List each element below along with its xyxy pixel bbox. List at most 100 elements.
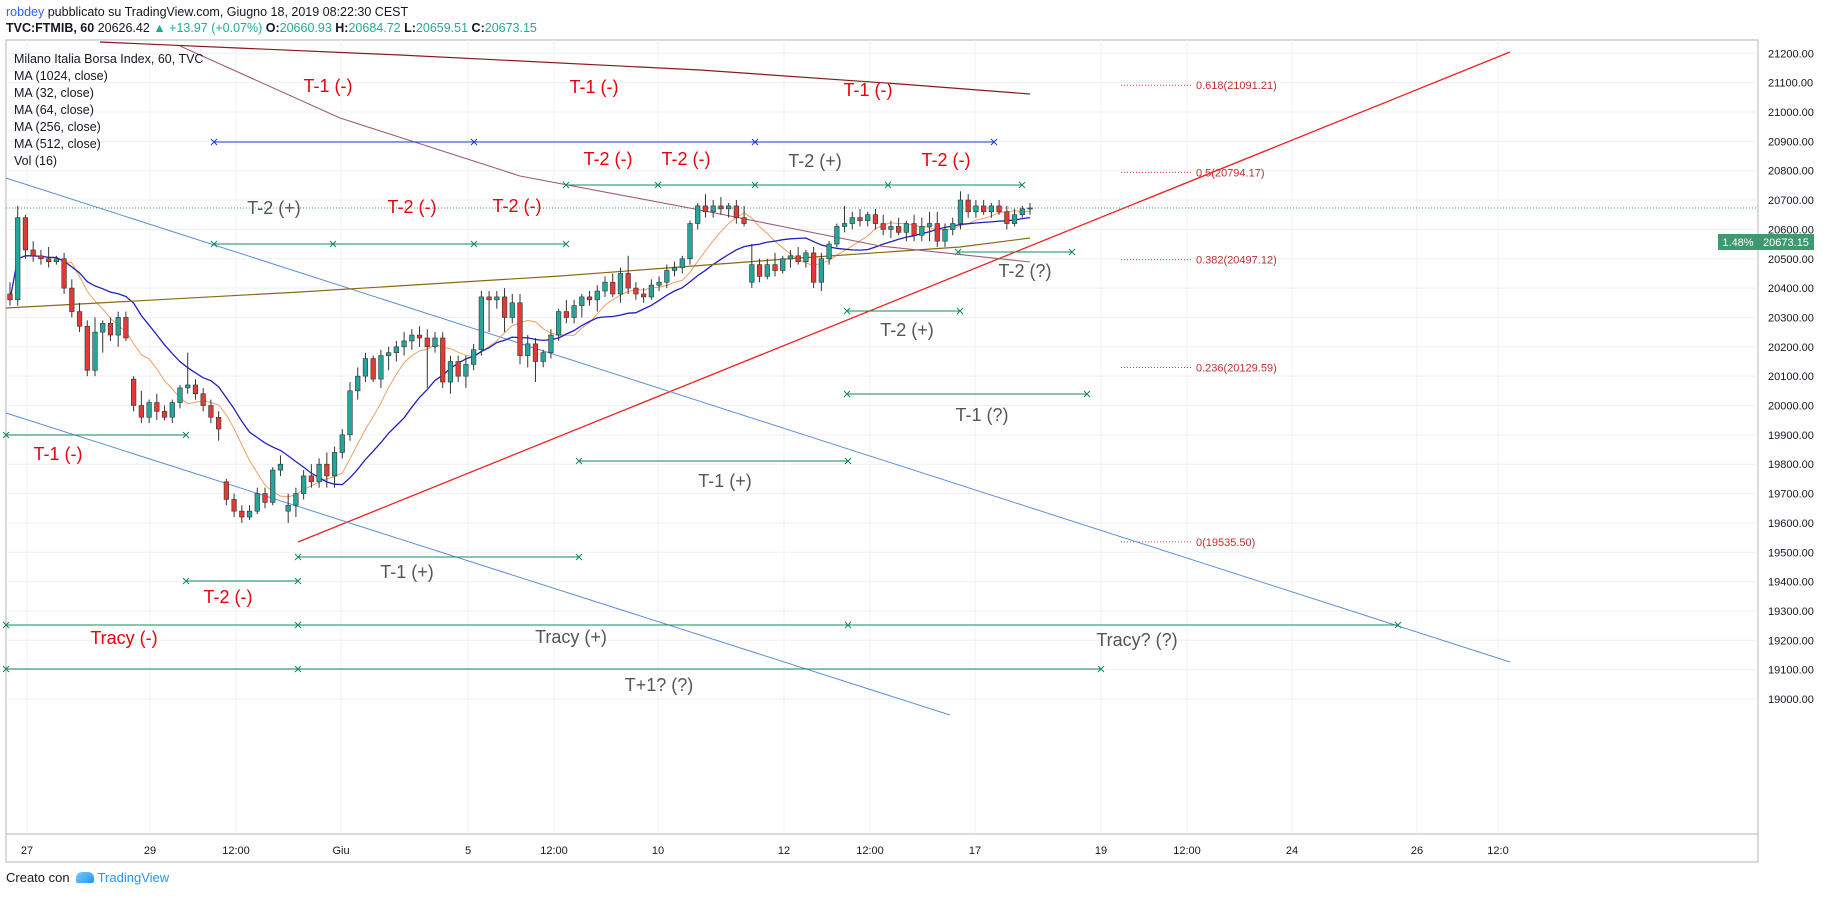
candle-body — [826, 243, 832, 260]
price-tick-label: 20600.00 — [1768, 224, 1814, 236]
fib-level-label: 0(19535.50) — [1196, 537, 1255, 549]
candles — [7, 191, 1033, 523]
cycle-label: T-2 (+) — [880, 320, 934, 340]
indicator-legend: Milano Italia Borsa Index, 60, TVC MA (1… — [14, 52, 203, 168]
cycle-arrow-tick — [2, 665, 10, 673]
footer-brand[interactable]: TradingView — [97, 870, 170, 885]
candle-body — [803, 252, 809, 262]
channel-upper-line — [5, 177, 1511, 663]
price-tick-label: 20400.00 — [1768, 283, 1814, 295]
candle-body — [610, 281, 616, 295]
candle-body — [540, 352, 546, 362]
cycle-label: T-2 (-) — [584, 149, 633, 169]
candle-body — [355, 375, 361, 392]
price-tick-label: 20200.00 — [1768, 342, 1814, 354]
candle-body — [262, 493, 268, 503]
candle-body — [841, 223, 848, 227]
low-label: L: — [404, 21, 416, 35]
candle-body — [76, 311, 83, 327]
candle-body — [293, 493, 299, 506]
candle-body — [726, 205, 732, 210]
cycle-label: T-2 (-) — [922, 150, 971, 170]
cycle-arrow-tick — [329, 240, 337, 248]
candle-body — [301, 475, 307, 494]
candle-body — [896, 226, 902, 233]
candle-body — [602, 281, 608, 292]
candle-body — [919, 226, 925, 236]
candle-body — [671, 267, 678, 271]
candle-body — [818, 258, 824, 283]
candle-body — [362, 358, 369, 377]
candle-body — [185, 384, 191, 389]
candle-body — [973, 205, 979, 213]
cycle-label: T-2 (+) — [247, 198, 301, 218]
price-tick-label: 21100.00 — [1768, 78, 1813, 90]
time-tick-label: 29 — [144, 845, 156, 857]
time-tick-label: 12:0 — [1487, 845, 1508, 857]
candle-body — [664, 270, 670, 283]
cycle-arrow-tick — [182, 577, 190, 585]
time-tick-label: 5 — [465, 845, 471, 857]
moving-averages — [5, 41, 1031, 498]
time-tick-label: 10 — [652, 845, 664, 857]
candle-body — [277, 463, 284, 471]
time-axis[interactable]: 27 29 12:00 Giu 5 12:00 10 12 12:00 17 19 12:00 24 26… — [21, 845, 1509, 857]
cycle-arrow-tick — [843, 390, 851, 398]
candle-body — [22, 217, 29, 251]
candle-body — [254, 493, 260, 512]
author-link[interactable]: robdey — [6, 5, 45, 19]
candle-body — [772, 264, 778, 271]
uptrend-line — [297, 51, 1511, 543]
cycle-arrow-tick — [2, 431, 10, 439]
candle-body — [223, 481, 229, 500]
candle-body — [455, 361, 461, 377]
candle-body — [695, 205, 701, 224]
candle-body — [478, 296, 484, 351]
candle-body — [888, 226, 894, 230]
candle-body — [61, 258, 67, 289]
candle-body — [494, 296, 500, 301]
cycle-label: T-1 (-) — [570, 77, 619, 97]
cycle-arrow-tick — [1083, 390, 1091, 398]
cycle-arrow-tick — [294, 577, 302, 585]
cycle-arrow-tick — [1018, 181, 1026, 189]
cycle-label: T-2 (-) — [388, 197, 437, 217]
time-tick-label: 12:00 — [540, 845, 568, 857]
candle-body — [409, 334, 415, 342]
candle-body — [378, 355, 384, 380]
last-value: 20626.42 — [97, 21, 150, 35]
candle-body — [501, 296, 508, 318]
candle-body — [756, 264, 763, 277]
candle-body — [200, 393, 206, 406]
candle-body — [316, 463, 322, 483]
high-label: H: — [335, 21, 349, 35]
price-tick-label: 19900.00 — [1768, 430, 1814, 442]
candle-body — [463, 364, 469, 377]
candle-body — [780, 258, 786, 271]
open-label: O: — [265, 21, 280, 35]
candle-body — [988, 205, 994, 213]
price-tick-label: 20000.00 — [1768, 401, 1814, 413]
cycle-arrow-tick — [954, 248, 962, 256]
candle-body — [656, 281, 662, 286]
publish-info: robdey pubblicato su TradingView.com, Gi… — [6, 4, 537, 20]
price-axis[interactable]: 21200.00 21100.00 21000.00 20900.00 20800.00… — [1768, 48, 1814, 706]
candle-body — [154, 402, 160, 412]
candle-body — [285, 504, 291, 512]
time-tick-label: 24 — [1286, 845, 1298, 857]
cycle-label: T-2 (?) — [998, 261, 1051, 281]
candle-body — [579, 296, 585, 307]
cycle-arrow-tick — [575, 553, 583, 561]
cycle-labels: T-1 (-) T-1 (-) T-1 (-) T-2 (-) T-2 (-) T-2 (… — [34, 76, 1178, 695]
ma1024-line — [99, 41, 1031, 95]
candle-body — [471, 349, 477, 365]
candle-body — [996, 205, 1002, 213]
chart-frame — [5, 39, 1759, 863]
candle-body — [733, 205, 739, 218]
cycle-label: T-1 (-) — [844, 80, 893, 100]
cycle-arrow-tick — [751, 138, 759, 146]
candle-body — [401, 340, 407, 348]
candle-body — [741, 217, 747, 224]
candle-body — [787, 255, 794, 260]
